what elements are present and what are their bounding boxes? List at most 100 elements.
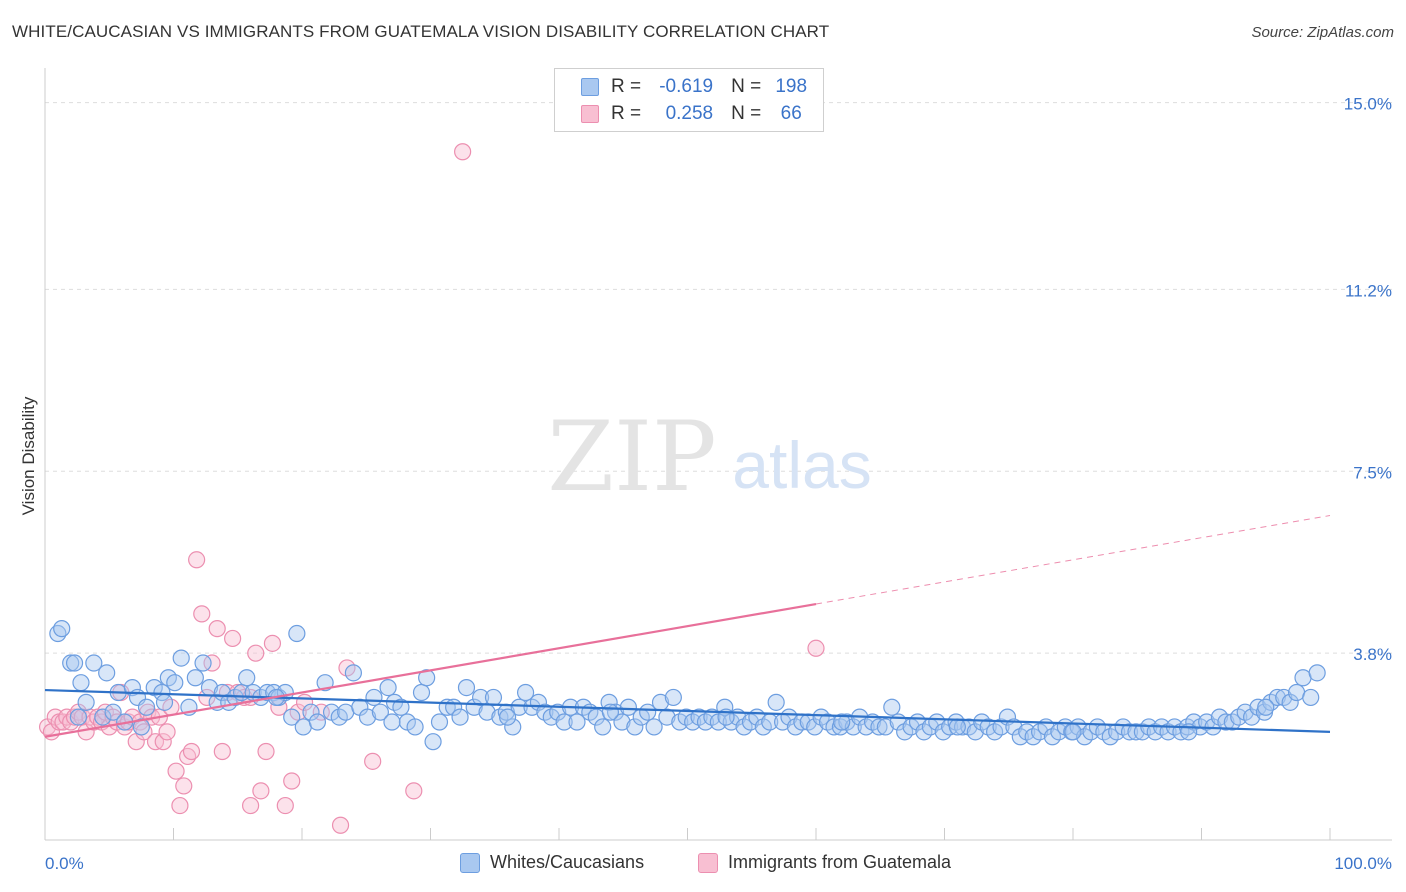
point-guatemala [364, 752, 382, 770]
point-guatemala [208, 620, 226, 638]
legend-item-whites[interactable]: Whites/Caucasians [460, 852, 644, 873]
x-tick-label: 0.0% [45, 854, 84, 873]
point-whites [194, 654, 212, 672]
watermark-zip: ZIP [547, 401, 716, 513]
point-whites [658, 708, 676, 726]
watermark-atlas: atlas [732, 428, 871, 502]
point-whites [1268, 688, 1286, 707]
legend-row-guatemala: R = 0.258 N = 66 [581, 103, 809, 125]
legend-n-value: 198 [775, 76, 808, 97]
point-guatemala [182, 742, 201, 761]
y-tick-label: 11.2% [1345, 281, 1392, 300]
point-guatemala [158, 723, 176, 741]
point-whites [406, 718, 424, 736]
legend-n-label: N = [731, 76, 762, 97]
point-guatemala [405, 782, 423, 800]
point-guatemala [276, 796, 294, 815]
legend-r-label: R = [611, 103, 642, 124]
point-whites [123, 678, 141, 697]
point-whites [948, 718, 966, 736]
point-whites [430, 713, 449, 731]
series-whites-points [49, 620, 1326, 751]
point-whites [172, 649, 190, 667]
point-whites [137, 698, 156, 716]
point-whites [344, 664, 362, 682]
point-whites [992, 718, 1010, 736]
point-guatemala [167, 762, 185, 780]
legend-swatch-guatemala [698, 852, 718, 873]
point-whites [72, 674, 90, 692]
point-guatemala [198, 688, 216, 707]
point-whites [288, 624, 306, 643]
legend-swatch-whites [460, 852, 480, 873]
point-whites [876, 718, 894, 736]
trend-line-whites [44, 688, 1331, 733]
point-whites [62, 654, 80, 672]
point-whites [371, 703, 389, 721]
legend-swatch-whites [581, 78, 599, 96]
point-whites [451, 708, 469, 726]
point-guatemala [454, 143, 472, 161]
point-whites [626, 718, 644, 736]
point-whites [472, 688, 490, 707]
y-axis-label: Vision Disability [19, 396, 38, 515]
point-whites [555, 713, 573, 731]
legend-r-value: 0.258 [665, 103, 714, 124]
point-whites [1120, 723, 1139, 741]
watermark: ZIP atlas [547, 401, 871, 513]
trend-line-guatemala-extension [815, 515, 1331, 605]
legend-r-value: -0.619 [659, 76, 714, 97]
point-whites [302, 703, 320, 721]
point-guatemala [193, 605, 211, 623]
point-guatemala [224, 629, 242, 648]
point-whites [155, 693, 174, 711]
point-whites [186, 669, 204, 687]
point-whites [94, 708, 112, 726]
x-tick-label: 100.0% [1334, 854, 1392, 873]
point-whites [104, 703, 122, 721]
point-whites [412, 683, 431, 702]
point-whites [365, 688, 383, 707]
point-guatemala [154, 733, 172, 751]
y-tick-label: 15.0% [1344, 95, 1392, 114]
point-whites [358, 708, 377, 726]
point-guatemala [203, 654, 221, 672]
point-guatemala [252, 782, 270, 800]
point-whites [833, 713, 851, 731]
point-whites [510, 698, 528, 716]
trend-line-guatemala [44, 602, 817, 738]
point-whites [53, 620, 71, 638]
point-whites [379, 678, 397, 697]
point-whites [613, 713, 631, 731]
point-whites [132, 718, 150, 736]
point-whites [85, 654, 103, 672]
point-whites [619, 698, 637, 716]
legend-item-guatemala[interactable]: Immigrants from Guatemala [698, 852, 951, 873]
point-whites [457, 678, 476, 697]
point-guatemala [175, 777, 193, 795]
legend-n-value: 66 [780, 103, 802, 124]
legend-r-label: R = [611, 76, 642, 97]
y-tick-label: 3.8% [1353, 645, 1392, 664]
point-whites [484, 688, 503, 707]
point-whites [594, 718, 612, 736]
point-whites [65, 654, 84, 672]
point-whites [1243, 708, 1261, 726]
point-whites [308, 713, 327, 731]
point-whites [98, 664, 116, 682]
y-tick-label: 7.5% [1353, 463, 1392, 482]
point-whites [504, 718, 522, 736]
point-whites [418, 669, 436, 687]
point-guatemala [135, 723, 153, 741]
legend-row-whites: R = -0.619 N = 198 [581, 76, 809, 98]
point-whites [1302, 688, 1320, 707]
point-whites [568, 713, 586, 731]
point-guatemala [331, 816, 350, 834]
point-whites [549, 703, 567, 721]
point-guatemala [171, 796, 189, 815]
point-whites [601, 703, 620, 721]
point-guatemala [283, 772, 301, 790]
point-whites [316, 674, 334, 692]
point-whites [639, 703, 657, 721]
legend-label-guatemala: Immigrants from Guatemala [728, 852, 952, 872]
